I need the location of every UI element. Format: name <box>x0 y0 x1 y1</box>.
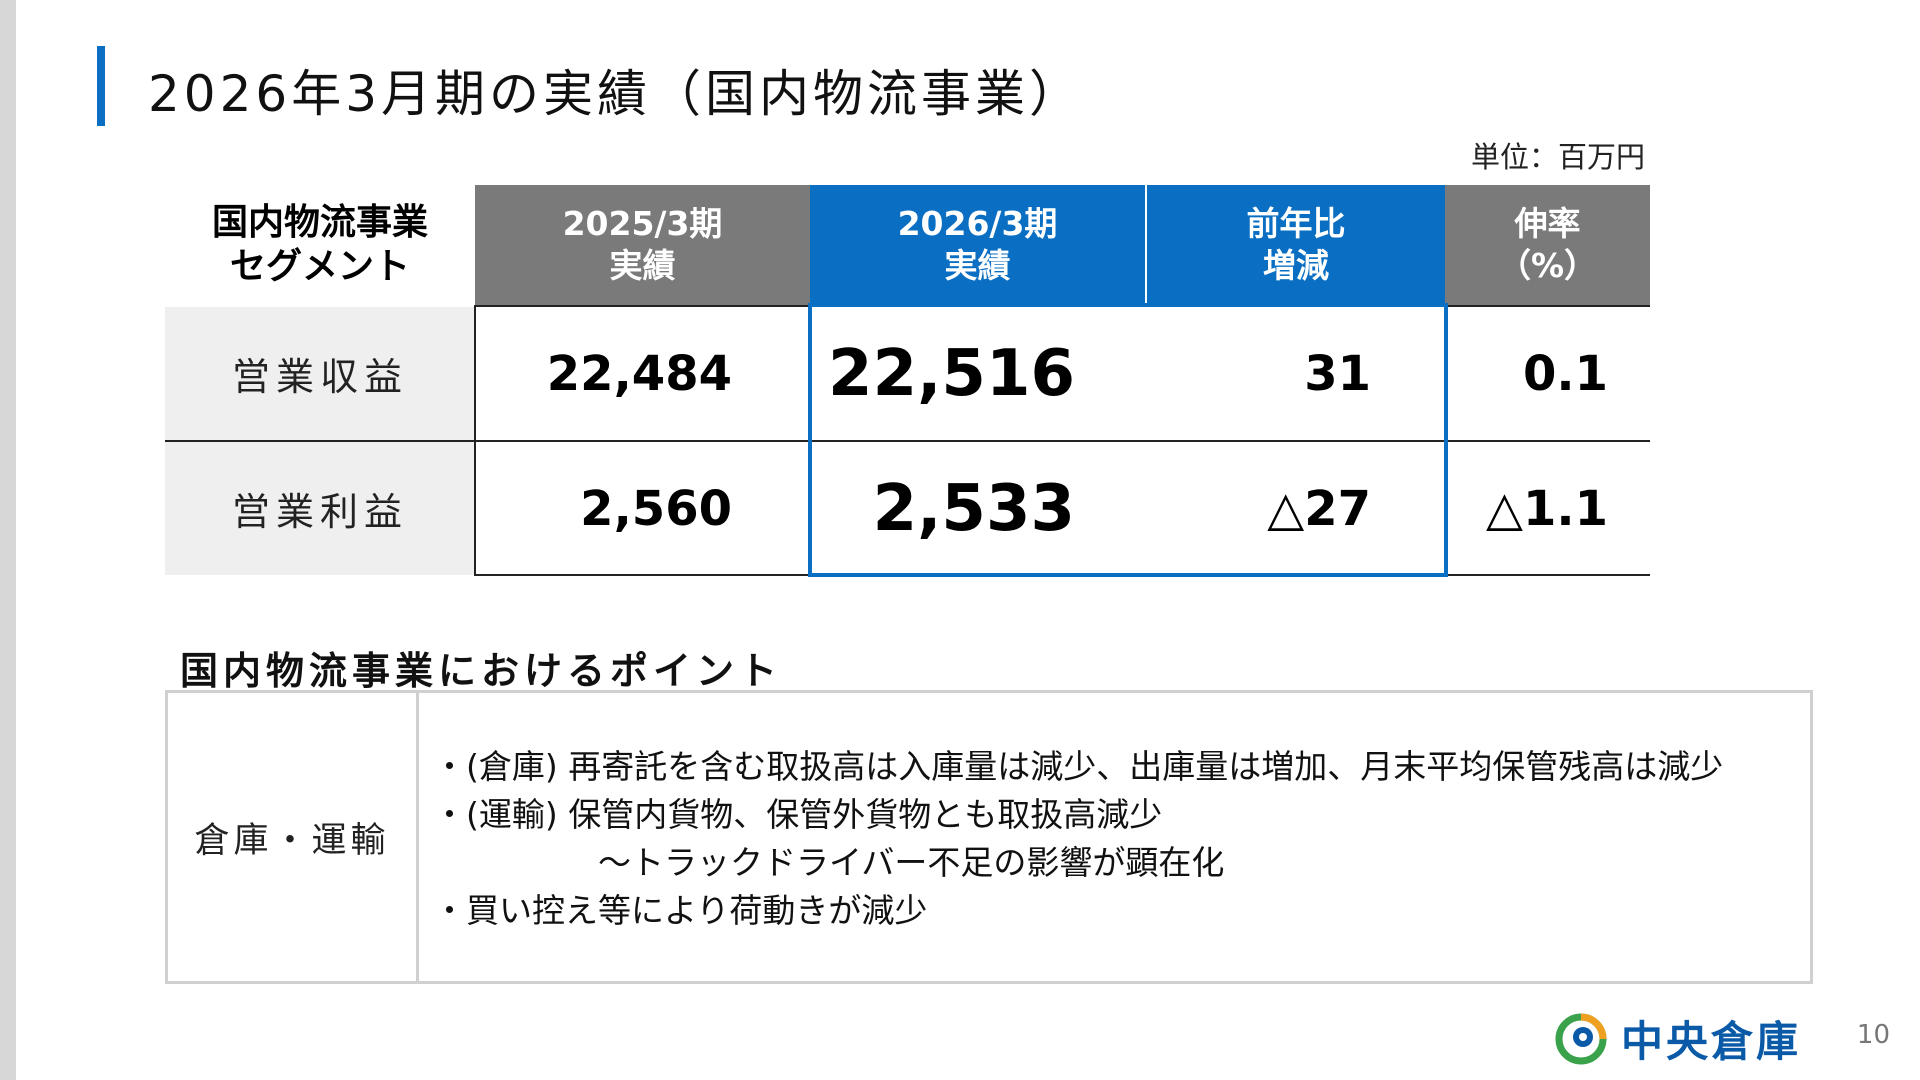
title-accent-bar <box>97 46 105 126</box>
column-header-yoy-line1: 前年比 <box>1246 204 1346 243</box>
revenue-growth-rate: 0.1 <box>1522 345 1608 402</box>
slide-title: 2026年3月期の実績（国内物流事業） <box>148 65 1084 123</box>
revenue-yoy-change: 31 <box>1304 345 1371 402</box>
column-header-fy2025: 2025/3期 実績 <box>475 185 810 305</box>
revenue-fy2026: 22,516 <box>828 336 1075 411</box>
points-heading: 国内物流事業におけるポイント <box>180 649 783 693</box>
profit-growth-rate: △1.1 <box>1486 480 1608 537</box>
column-header-fy2026-period: 2026/3期 <box>897 204 1058 243</box>
point-item: ・買い控え等により荷動きが減少 <box>433 891 928 930</box>
points-list: ・(倉庫) 再寄託を含む取扱高は入庫量は減少、出庫量は増加、月末平均保管残高は減… <box>433 743 1723 935</box>
point-item: ・(運輸) 保管内貨物、保管外貨物とも取扱高減少 <box>433 795 1163 834</box>
segment-header-line2: セグメント <box>229 246 410 287</box>
points-category-label: 倉庫・運輸 <box>194 820 390 861</box>
profit-yoy-change: △27 <box>1267 480 1371 537</box>
table-rule-header <box>475 305 1650 307</box>
column-header-yoy-line2: 増減 <box>1263 246 1329 285</box>
point-item: ～トラックドライバー不足の影響が顕在化 <box>598 843 1225 882</box>
column-header-fy2025-type: 実績 <box>609 246 676 285</box>
column-header-growth-line2: （%） <box>1497 246 1598 285</box>
points-table: 倉庫・運輸 ・(倉庫) 再寄託を含む取扱高は入庫量は減少、出庫量は増加、月末平均… <box>165 690 1813 984</box>
column-header-fy2026: 2026/3期 実績 <box>810 185 1145 305</box>
profit-fy2025: 2,560 <box>580 480 732 537</box>
company-logo: 中央倉庫 <box>1555 1008 1801 1069</box>
company-logo-text: 中央倉庫 <box>1621 1017 1802 1066</box>
left-edge-strip <box>0 0 16 1080</box>
column-header-growth-rate: 伸率 （%） <box>1445 185 1650 305</box>
column-header-fy2025-period: 2025/3期 <box>562 204 723 243</box>
point-item: ・(倉庫) 再寄託を含む取扱高は入庫量は減少、出庫量は増加、月末平均保管残高は減… <box>433 747 1724 786</box>
page-number: 10 <box>1856 1020 1890 1050</box>
company-logo-mark-icon <box>1555 1013 1607 1064</box>
table-rule-right-inner <box>1446 305 1448 576</box>
points-divider <box>416 693 419 981</box>
profit-fy2026: 2,533 <box>872 471 1075 546</box>
segment-header: 国内物流事業 セグメント <box>165 185 475 305</box>
row-label-operating-profit: 営業利益 <box>165 442 475 575</box>
table-rule-left <box>474 305 476 576</box>
table-rule-bottom <box>475 574 1650 576</box>
unit-label: 単位：百万円 <box>1470 140 1645 174</box>
table-rule-middle <box>165 440 1650 442</box>
column-header-yoy-change: 前年比 増減 <box>1147 185 1445 305</box>
revenue-fy2025: 22,484 <box>546 345 732 402</box>
segment-header-line1: 国内物流事業 <box>211 202 428 243</box>
row-label-operating-revenue: 営業収益 <box>165 307 475 440</box>
column-header-fy2026-type: 実績 <box>944 246 1011 285</box>
results-table: 国内物流事業 セグメント 2025/3期 実績 2026/3期 実績 前年比 増… <box>165 185 1650 577</box>
column-header-growth-line1: 伸率 <box>1514 204 1581 243</box>
